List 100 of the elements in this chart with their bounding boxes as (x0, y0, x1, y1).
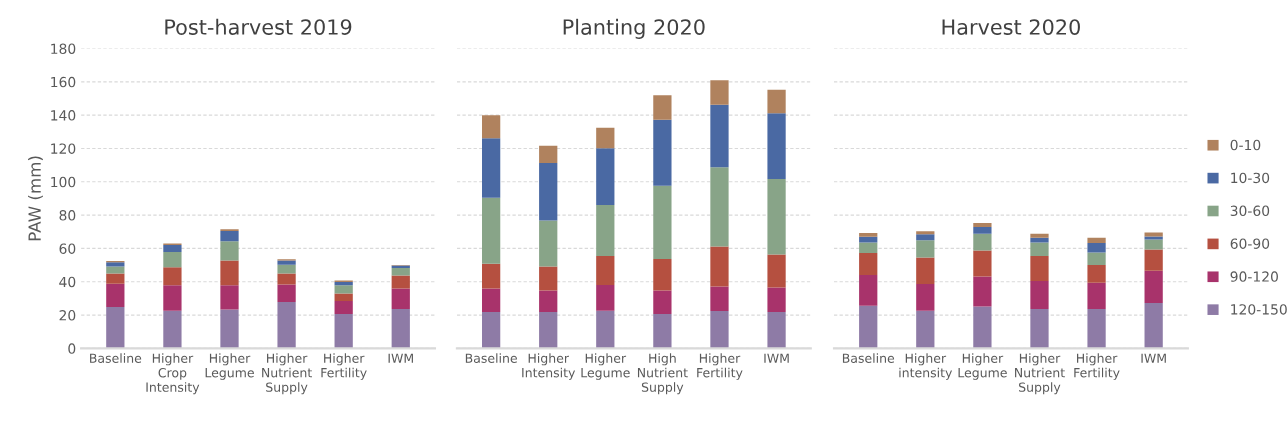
y-tick-label: 120 (51, 143, 76, 154)
bar (916, 240, 935, 258)
x-tick-label: Higher intensity (899, 353, 953, 380)
x-tick-label: Higher Intensity (522, 353, 576, 380)
legend-label: 120-150 (1231, 304, 1287, 315)
bar (1030, 233, 1049, 238)
bar (710, 104, 729, 168)
bar (596, 127, 615, 149)
bar (482, 263, 501, 289)
bar (710, 167, 729, 247)
legend-label: 10-30 (1231, 172, 1270, 184)
bar (220, 241, 239, 261)
x-tick-label: Higher Fertility (1074, 353, 1120, 380)
bar (277, 273, 296, 285)
bar (1144, 232, 1163, 237)
bar (1144, 270, 1163, 304)
bar (710, 80, 729, 105)
bar (1087, 243, 1106, 253)
chart-title: Harvest 2020 (942, 19, 1080, 35)
x-tick-label: Higher Fertility (697, 353, 743, 380)
x-tick-label: Higher Crop Intensity (146, 353, 200, 395)
bar (916, 234, 935, 241)
bar (916, 257, 935, 285)
bar (859, 252, 878, 276)
bar (1144, 236, 1163, 240)
x-tick-label: Higher Fertility (321, 353, 367, 380)
bar (539, 312, 558, 349)
bar (391, 288, 410, 309)
bar (334, 293, 353, 301)
y-tick-label: 0 (68, 343, 76, 354)
bar (1087, 265, 1106, 283)
y-tick-label: 160 (51, 76, 76, 88)
bar (596, 310, 615, 349)
bar (1144, 239, 1163, 250)
bar (1087, 252, 1106, 266)
bar (653, 290, 672, 314)
bar (163, 285, 182, 311)
x-tick-label: Baseline (465, 353, 517, 363)
bar (1087, 237, 1106, 244)
x-tick-label: Higher Legume (581, 353, 630, 380)
bar (106, 307, 125, 349)
bar (859, 275, 878, 306)
bar (1030, 256, 1049, 281)
x-tick-label: IWM (388, 353, 413, 363)
bar (973, 306, 992, 349)
bar (859, 305, 878, 349)
bar (106, 266, 125, 274)
bar (1144, 249, 1163, 271)
y-tick-label: 40 (59, 276, 76, 288)
bar (539, 290, 558, 313)
bar (220, 260, 239, 286)
bar (277, 264, 296, 274)
y-tick-label: 140 (51, 110, 76, 121)
bar (277, 284, 296, 302)
bar (334, 300, 353, 315)
x-tick-label: Baseline (90, 353, 142, 363)
bar (482, 312, 501, 349)
x-tick-label: High Nutrient Supply (637, 353, 688, 395)
bar (596, 255, 615, 285)
bar (859, 233, 878, 237)
x-tick-label: Baseline (842, 353, 895, 363)
bar (1087, 308, 1106, 349)
bar (163, 310, 182, 349)
bar (539, 220, 558, 267)
bar (767, 312, 786, 349)
bar (973, 223, 992, 228)
bar (1030, 308, 1049, 349)
y-tick-label: 20 (59, 310, 76, 321)
bar (1030, 242, 1049, 257)
legend-label: 60-90 (1230, 238, 1270, 249)
bar (653, 185, 672, 260)
y-axis-title: PAW (mm) (28, 156, 43, 241)
bar (391, 275, 410, 289)
legend-label: 30-60 (1230, 205, 1270, 217)
chart-title: Post-harvest 2019 (165, 18, 352, 35)
bar (482, 197, 501, 264)
x-tick-label: Higher Nutrient Supply (262, 353, 312, 395)
y-tick-label: 60 (59, 243, 76, 254)
bar (277, 301, 296, 349)
bar (539, 145, 558, 163)
bar (653, 119, 672, 186)
bar (482, 138, 501, 198)
bar (106, 283, 125, 308)
bar (916, 310, 935, 349)
bar (973, 227, 992, 234)
legend-label: 90-120 (1230, 271, 1278, 282)
bar (710, 246, 729, 287)
bar (916, 231, 935, 235)
bar (596, 205, 615, 256)
bar (767, 287, 786, 313)
bar (973, 233, 992, 251)
bar (163, 251, 182, 268)
bar (482, 115, 501, 139)
chart-title: Planting 2020 (563, 18, 705, 39)
bar (1030, 280, 1049, 309)
y-tick-label: 180 (51, 43, 76, 54)
bar (973, 276, 992, 307)
x-tick-label: Higher Legume (958, 353, 1007, 380)
bar (220, 309, 239, 349)
bar (710, 311, 729, 349)
